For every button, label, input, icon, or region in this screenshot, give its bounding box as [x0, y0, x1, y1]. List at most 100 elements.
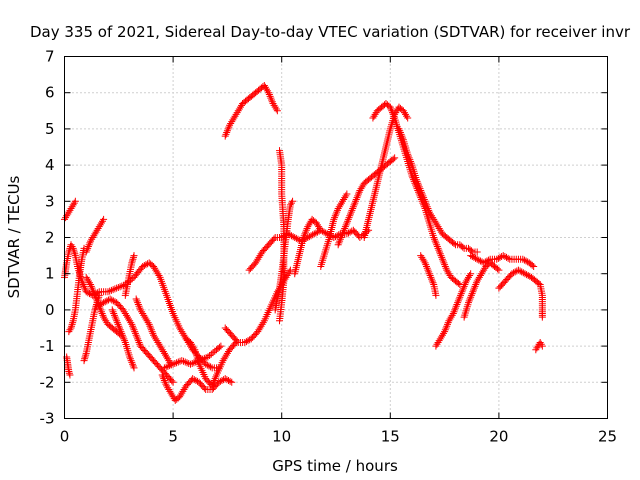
data-point	[419, 192, 427, 200]
data-point	[129, 253, 137, 261]
data-point	[474, 275, 482, 283]
data-point	[68, 322, 76, 330]
series-arc-4	[65, 244, 88, 336]
data-point	[470, 253, 478, 261]
data-point	[66, 326, 74, 334]
data-point	[189, 342, 197, 350]
data-point	[82, 288, 90, 296]
data-point	[126, 353, 134, 361]
data-point	[140, 262, 148, 270]
data-point	[135, 338, 143, 346]
data-point	[431, 237, 439, 245]
data-point	[433, 243, 441, 251]
data-point	[442, 264, 450, 272]
data-point	[441, 261, 449, 269]
data-point	[82, 351, 90, 359]
data-point	[129, 322, 137, 330]
data-point	[236, 103, 244, 111]
data-point	[200, 384, 208, 392]
data-point	[82, 273, 90, 281]
data-point	[516, 267, 524, 275]
series-arc-26	[417, 252, 440, 299]
data-point	[352, 197, 360, 205]
data-point	[342, 192, 350, 200]
data-point	[473, 277, 481, 285]
data-point	[415, 183, 423, 191]
series-arc-20	[291, 215, 325, 278]
data-point	[130, 326, 138, 334]
data-point	[165, 357, 173, 365]
data-point	[211, 375, 219, 383]
data-point	[418, 253, 426, 261]
data-point	[316, 224, 324, 232]
data-point	[301, 230, 309, 238]
data-point	[284, 270, 292, 278]
data-point	[340, 226, 348, 234]
data-point	[154, 270, 162, 278]
data-point	[493, 255, 501, 263]
data-point	[442, 324, 450, 332]
data-point	[67, 241, 75, 249]
data-point	[152, 335, 160, 343]
data-point	[81, 355, 89, 363]
data-point	[133, 333, 141, 341]
data-point	[439, 257, 447, 265]
data-point	[65, 367, 73, 375]
data-point	[444, 319, 452, 327]
data-point	[417, 186, 425, 194]
data-point	[417, 188, 425, 196]
data-point	[289, 233, 297, 241]
data-point	[407, 157, 415, 165]
data-point	[221, 353, 229, 361]
data-point	[426, 210, 434, 218]
data-point	[95, 301, 103, 309]
data-point	[501, 253, 509, 261]
data-point	[68, 243, 76, 251]
data-point	[337, 199, 345, 207]
data-point	[162, 363, 170, 371]
data-point	[429, 279, 437, 287]
data-point	[92, 293, 100, 301]
data-point	[338, 232, 346, 240]
data-point	[160, 375, 168, 383]
data-point	[430, 215, 438, 223]
data-point	[256, 324, 264, 332]
data-point	[438, 331, 446, 339]
data-point	[169, 378, 177, 386]
data-point	[341, 194, 349, 202]
data-point	[65, 328, 73, 336]
data-point	[169, 360, 177, 368]
data-point	[480, 259, 488, 267]
data-point	[84, 243, 92, 251]
axis-ticks: 0 5 10 15 20 25 -3 -2 -1 0 1 2 3 4 5 6 7	[40, 48, 618, 446]
data-point	[499, 252, 507, 260]
data-point	[83, 246, 91, 254]
data-point	[334, 241, 342, 249]
data-point	[469, 288, 477, 296]
data-point	[339, 228, 347, 236]
data-point	[436, 335, 444, 343]
data-point	[70, 246, 78, 254]
data-point	[131, 329, 139, 337]
data-point	[272, 105, 280, 113]
data-point	[425, 268, 433, 276]
data-point	[166, 387, 174, 395]
data-point	[339, 230, 347, 238]
data-point	[216, 377, 224, 385]
data-point	[183, 359, 191, 367]
data-point	[179, 387, 187, 395]
data-point	[523, 271, 531, 279]
data-point	[254, 328, 262, 336]
data-point	[167, 361, 175, 369]
data-point	[228, 378, 236, 386]
data-point	[221, 375, 229, 383]
data-point	[438, 255, 446, 263]
data-point	[228, 118, 236, 126]
data-point	[387, 105, 395, 113]
data-point	[104, 288, 112, 296]
data-point	[167, 389, 175, 397]
series-arc-5	[80, 291, 103, 365]
data-point	[141, 313, 149, 321]
data-point	[451, 304, 459, 312]
data-point	[268, 98, 276, 106]
